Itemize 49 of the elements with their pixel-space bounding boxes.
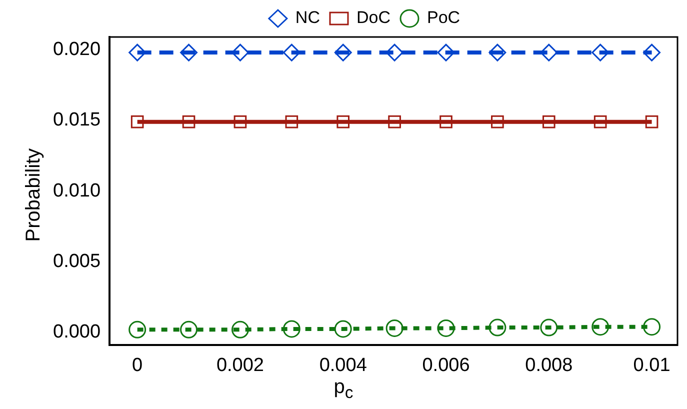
legend-label: NC bbox=[295, 8, 320, 28]
point bbox=[643, 318, 661, 336]
x-tick-label: 0.002 bbox=[216, 354, 264, 376]
y-tick-label: 0.020 bbox=[53, 38, 101, 60]
point bbox=[488, 44, 506, 62]
legend-label: PoC bbox=[426, 8, 460, 28]
point bbox=[386, 319, 404, 337]
point bbox=[234, 115, 247, 128]
point bbox=[540, 318, 558, 336]
point bbox=[231, 44, 249, 62]
x-tick-label: 0 bbox=[132, 354, 143, 376]
legend-label: DoC bbox=[356, 8, 391, 28]
x-tick-label: 0.006 bbox=[422, 354, 470, 376]
x-tick-label: 0.01 bbox=[633, 354, 670, 376]
point bbox=[180, 320, 198, 338]
x-axis-title: p$_{c}$ bbox=[332, 376, 354, 403]
point bbox=[592, 44, 610, 62]
point bbox=[645, 115, 658, 128]
point bbox=[440, 115, 452, 128]
point bbox=[437, 319, 455, 337]
point bbox=[285, 115, 298, 128]
point bbox=[388, 115, 401, 128]
point bbox=[336, 115, 350, 128]
y-tick-label: 0.015 bbox=[53, 110, 101, 131]
point bbox=[180, 44, 198, 62]
point bbox=[334, 320, 352, 338]
point bbox=[594, 115, 607, 128]
point bbox=[231, 320, 249, 338]
x-tick-label: 0.004 bbox=[319, 354, 368, 376]
point bbox=[542, 115, 556, 128]
x-tick-label: 0.008 bbox=[525, 354, 573, 376]
point bbox=[130, 115, 144, 128]
point bbox=[592, 318, 610, 336]
y-tick-label: 0.010 bbox=[53, 180, 101, 202]
point bbox=[386, 44, 404, 62]
point bbox=[540, 44, 558, 62]
point bbox=[282, 320, 300, 338]
point bbox=[128, 44, 146, 62]
point bbox=[128, 320, 146, 338]
y-tick-label: 0.005 bbox=[53, 251, 101, 272]
point bbox=[491, 115, 504, 128]
point bbox=[488, 318, 506, 336]
y-axis-title: Probability bbox=[22, 148, 46, 242]
point bbox=[182, 115, 196, 128]
point bbox=[334, 44, 352, 62]
point bbox=[282, 44, 300, 62]
point bbox=[437, 44, 455, 62]
y-tick-label: 0.000 bbox=[53, 322, 101, 343]
point bbox=[643, 44, 661, 62]
